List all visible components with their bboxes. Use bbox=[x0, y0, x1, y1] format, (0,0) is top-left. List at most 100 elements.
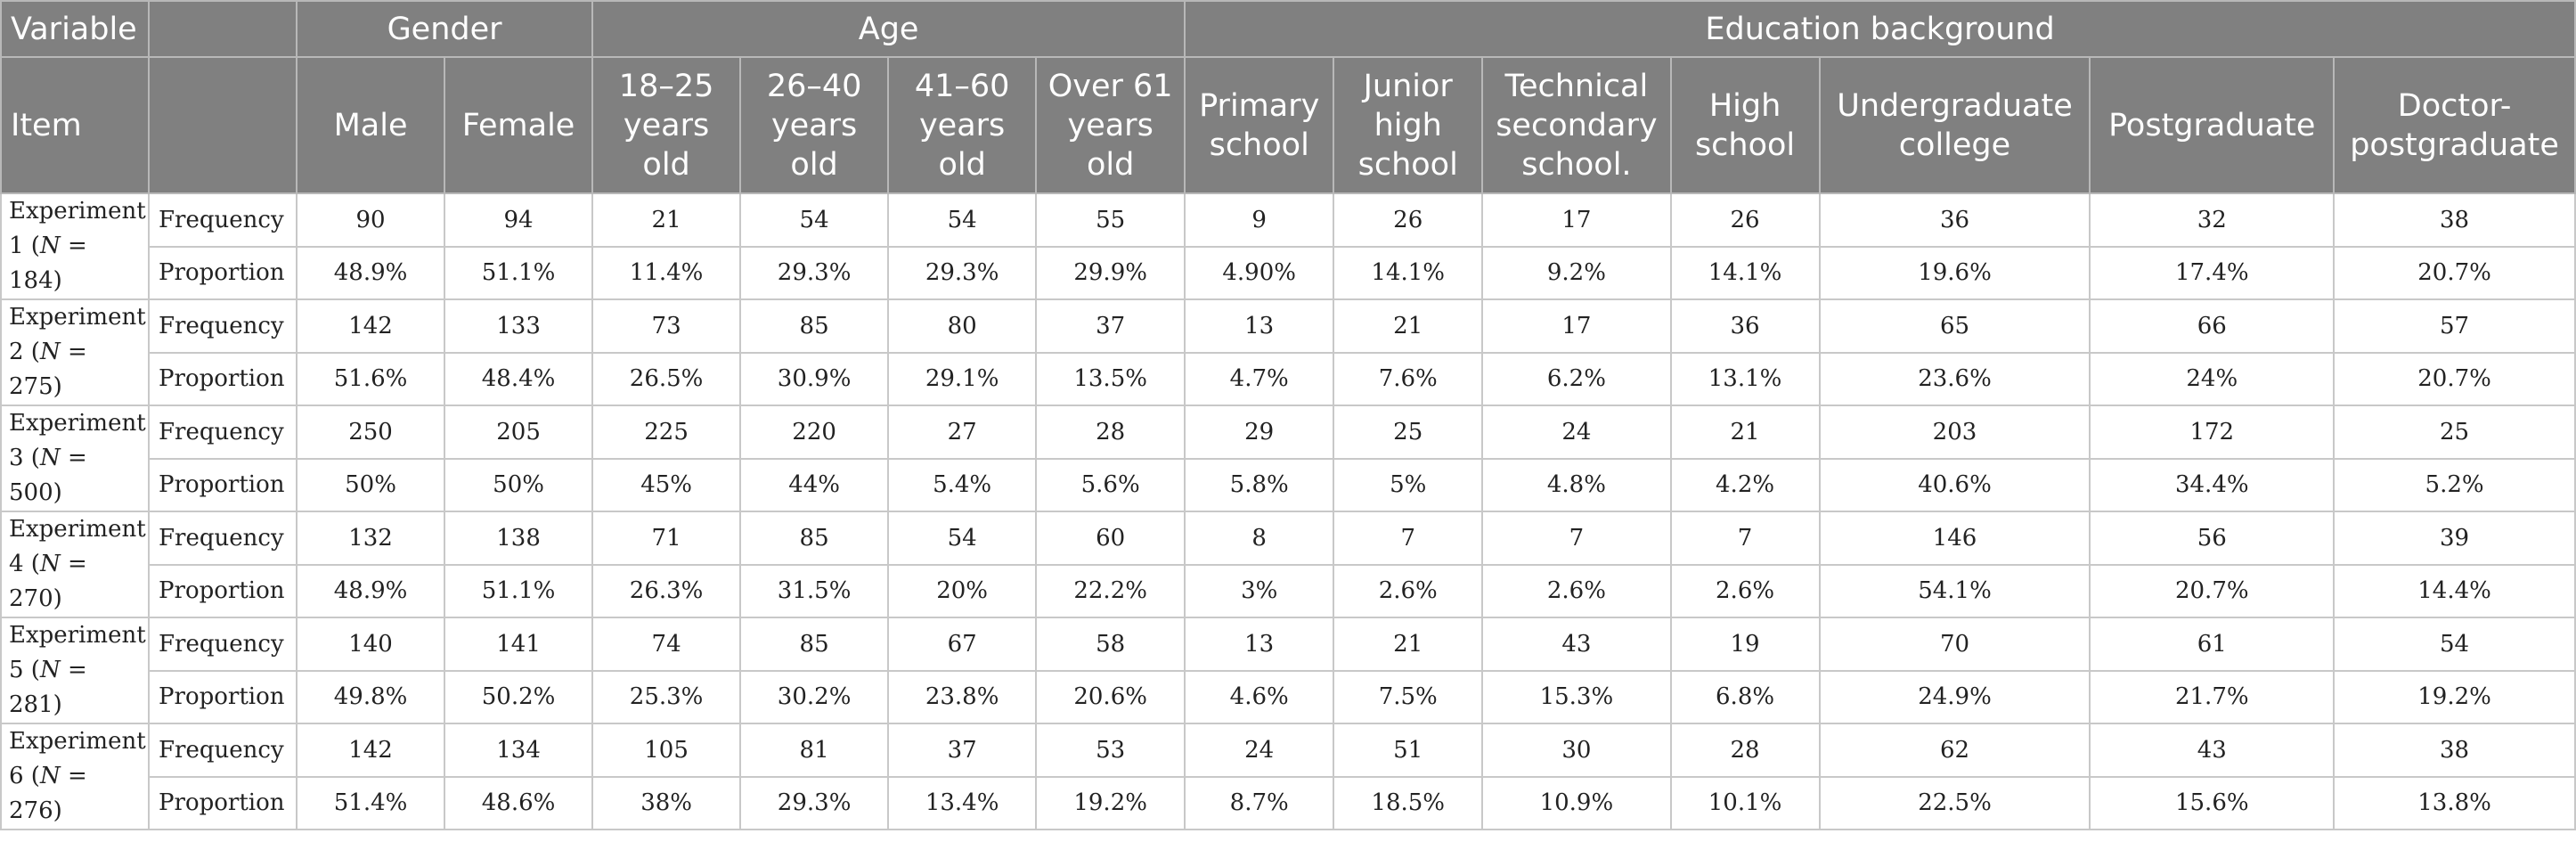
table-cell: 8 bbox=[1184, 511, 1335, 566]
table-cell: 142 bbox=[296, 298, 446, 354]
table-row: Experiment 5 (N = 281) Frequency 140 141 74 8… bbox=[0, 617, 2576, 724]
table-cell: 105 bbox=[591, 723, 742, 778]
table-row: Proportion 51.6% 48.4% 26.5% 30.9% 29.1% 13.5%… bbox=[1, 351, 2576, 406]
table-cell: 25.3% bbox=[591, 669, 742, 724]
table-row: Experiment 6 (N = 276) Frequency 142 134 105… bbox=[0, 723, 2576, 830]
table-cell: 19.6% bbox=[1818, 245, 2091, 300]
table-cell: 38 bbox=[2333, 723, 2576, 778]
table-cell: 39 bbox=[2333, 511, 2576, 566]
table-cell: 48.9% bbox=[296, 245, 446, 300]
table-cell: 67 bbox=[887, 617, 1038, 672]
table-cell: 13.4% bbox=[887, 775, 1038, 830]
table-cell: 10.1% bbox=[1669, 775, 1821, 830]
table-cell: 54 bbox=[739, 192, 890, 248]
table-cell: 26.3% bbox=[591, 563, 742, 618]
table-cell: 15.6% bbox=[2089, 775, 2336, 830]
table-cell: 57 bbox=[2333, 298, 2576, 354]
table-cell: 38 bbox=[2333, 192, 2576, 248]
table-cell: 21.7% bbox=[2089, 669, 2336, 724]
table-cell: 4.90% bbox=[1184, 245, 1335, 300]
header-variable: Variable bbox=[0, 0, 151, 58]
row-item-label: Frequency bbox=[148, 617, 298, 672]
table-cell: 21 bbox=[1333, 298, 1484, 354]
table-cell: 5.4% bbox=[887, 457, 1038, 512]
table-cell: 30 bbox=[1481, 723, 1672, 778]
table-cell: 20.6% bbox=[1035, 669, 1186, 724]
table-row: Experiment 2 (N = 275) Frequency 142 133 73 8… bbox=[0, 298, 2576, 406]
table-cell: 32 bbox=[2089, 192, 2336, 248]
table-cell: 26.5% bbox=[591, 351, 742, 406]
table-cell: 94 bbox=[444, 192, 594, 248]
table-row: Proportion 48.9% 51.1% 11.4% 29.3% 29.3% 29.9%… bbox=[1, 245, 2576, 300]
table-body: Experiment 1 (N = 184) Frequency 90 94 21 54 5… bbox=[0, 192, 2576, 830]
table-cell: 51 bbox=[1333, 723, 1484, 778]
table-cell: 74 bbox=[591, 617, 742, 672]
table-cell: 29 bbox=[1184, 405, 1335, 460]
table-cell: 37 bbox=[887, 723, 1038, 778]
table-cell: 141 bbox=[444, 617, 594, 672]
table-cell: 13 bbox=[1184, 617, 1335, 672]
table-cell: 5% bbox=[1333, 457, 1484, 512]
table-cell: 21 bbox=[1669, 405, 1821, 460]
table-row: Proportion 51.4% 48.6% 38% 29.3% 13.4% 19.2% 8.… bbox=[1, 775, 2576, 830]
table-cell: 4.8% bbox=[1481, 457, 1672, 512]
table-cell: 22.2% bbox=[1035, 563, 1186, 618]
table-cell: 29.3% bbox=[887, 245, 1038, 300]
experiment-label: Experiment 3 (N = 500) bbox=[0, 405, 151, 512]
table-cell: 7 bbox=[1669, 511, 1821, 566]
table-cell: 53 bbox=[1035, 723, 1186, 778]
table-cell: 43 bbox=[2089, 723, 2336, 778]
header-blank-sub bbox=[148, 56, 298, 194]
table-cell: 36 bbox=[1818, 192, 2091, 248]
header-col-undergraduate: Undergraduate college bbox=[1818, 56, 2091, 194]
table-cell: 60 bbox=[1035, 511, 1186, 566]
row-item-label: Frequency bbox=[148, 192, 298, 248]
table-cell: 4.2% bbox=[1669, 457, 1821, 512]
table-cell: 25 bbox=[1333, 405, 1484, 460]
table-row: Experiment 4 (N = 270) Frequency 132 138 71 8… bbox=[0, 511, 2576, 618]
table-row: Proportion 48.9% 51.1% 26.3% 31.5% 20% 22.2% 3%… bbox=[1, 563, 2576, 618]
table-cell: 85 bbox=[739, 511, 890, 566]
experiment-n-variable: N bbox=[39, 657, 61, 683]
row-item-label: Frequency bbox=[148, 405, 298, 460]
table-cell: 28 bbox=[1035, 405, 1186, 460]
table-cell: 2.6% bbox=[1481, 563, 1672, 618]
header-col-technical-secondary: Technical secondary school. bbox=[1481, 56, 1672, 194]
table-cell: 45% bbox=[591, 457, 742, 512]
experiment-n-value: = 281) bbox=[9, 657, 87, 718]
header-gender: Gender bbox=[296, 0, 594, 58]
table-cell: 49.8% bbox=[296, 669, 446, 724]
table-cell: 51.1% bbox=[444, 245, 594, 300]
table-cell: 54 bbox=[887, 192, 1038, 248]
table-cell: 3% bbox=[1184, 563, 1335, 618]
table-cell: 24 bbox=[1184, 723, 1335, 778]
table-cell: 62 bbox=[1818, 723, 2091, 778]
header-item: Item bbox=[0, 56, 151, 194]
table-cell: 30.9% bbox=[739, 351, 890, 406]
row-item-label: Proportion bbox=[148, 669, 298, 724]
table-cell: 58 bbox=[1035, 617, 1186, 672]
table-cell: 21 bbox=[591, 192, 742, 248]
experiment-label: Experiment 6 (N = 276) bbox=[0, 723, 151, 830]
table-cell: 19 bbox=[1669, 617, 1821, 672]
table-cell: 134 bbox=[444, 723, 594, 778]
table-cell: 14.4% bbox=[2333, 563, 2576, 618]
table-cell: 6.2% bbox=[1481, 351, 1672, 406]
header-col-age-41-60: 41–60 years old bbox=[887, 56, 1038, 194]
table-cell: 133 bbox=[444, 298, 594, 354]
table-cell: 26 bbox=[1669, 192, 1821, 248]
table-cell: 5.8% bbox=[1184, 457, 1335, 512]
table-cell: 37 bbox=[1035, 298, 1186, 354]
experiment-n-variable: N bbox=[39, 551, 61, 577]
header-col-primary-school: Primary school bbox=[1184, 56, 1335, 194]
table-cell: 43 bbox=[1481, 617, 1672, 672]
table-cell: 29.3% bbox=[739, 245, 890, 300]
experiment-n-variable: N bbox=[39, 339, 61, 365]
experiment-label: Experiment 4 (N = 270) bbox=[0, 511, 151, 618]
header-col-age-18-25: 18–25 years old bbox=[591, 56, 742, 194]
table-cell: 48.4% bbox=[444, 351, 594, 406]
table-cell: 17 bbox=[1481, 192, 1672, 248]
table-cell: 7.6% bbox=[1333, 351, 1484, 406]
table-cell: 25 bbox=[2333, 405, 2576, 460]
table-cell: 142 bbox=[296, 723, 446, 778]
